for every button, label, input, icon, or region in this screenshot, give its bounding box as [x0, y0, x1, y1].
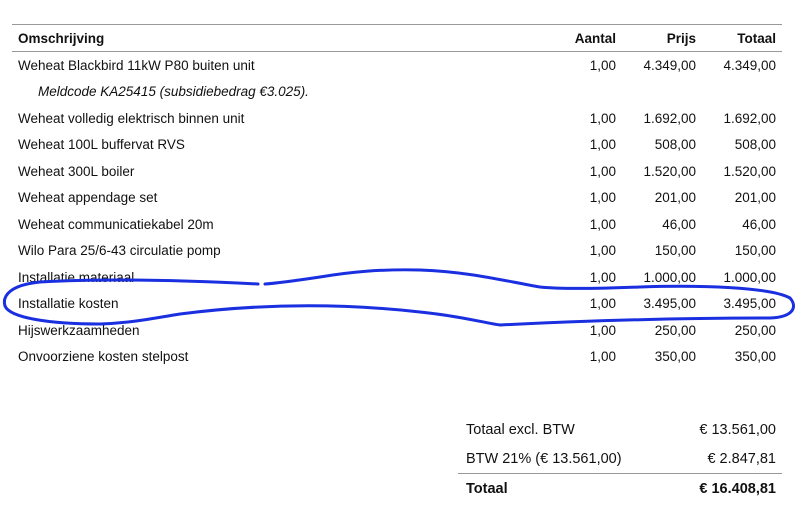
- table-row: Weheat 100L buffervat RVS 1,00 508,00 508,0…: [12, 132, 782, 159]
- grand-total-row: Totaal € 16.408,81: [458, 474, 782, 503]
- item-total: 46,00: [742, 216, 776, 232]
- item-quantity: 1,00: [589, 243, 616, 259]
- item-description: Weheat volledig elektrisch binnen unit: [18, 110, 245, 126]
- totals-summary: Totaal excl. BTW € 13.561,00 BTW 21% (€ …: [458, 415, 782, 503]
- subtotal-value: € 13.561,00: [699, 421, 776, 438]
- item-price: 508,00: [654, 137, 696, 153]
- header-quantity: Aantal: [574, 30, 616, 46]
- table-header-row: Omschrijving Aantal Prijs Totaal: [12, 24, 782, 52]
- item-description: Installatie kosten: [18, 296, 119, 312]
- item-price: 201,00: [654, 190, 696, 206]
- item-price: 1.692,00: [643, 110, 696, 126]
- item-description: Weheat appendage set: [18, 190, 158, 206]
- item-price: 46,00: [662, 216, 696, 232]
- item-description: Installatie materiaal: [18, 269, 135, 285]
- item-description: Wilo Para 25/6-43 circulatie pomp: [18, 243, 221, 259]
- grand-total-label: Totaal: [466, 480, 508, 497]
- item-quantity: 1,00: [589, 163, 616, 179]
- item-description: Hijswerkzaamheden: [18, 322, 140, 338]
- item-total: 350,00: [734, 349, 776, 365]
- vat-value: € 2.847,81: [707, 450, 776, 467]
- item-description: Weheat communicatiekabel 20m: [18, 216, 214, 232]
- item-quantity: 1,00: [589, 322, 616, 338]
- item-price: 1.000,00: [643, 269, 696, 285]
- item-description: Weheat 100L buffervat RVS: [18, 137, 185, 153]
- grand-total-value: € 16.408,81: [699, 480, 776, 497]
- subtotal-row: Totaal excl. BTW € 13.561,00: [458, 415, 782, 444]
- table-row: Hijswerkzaamheden 1,00 250,00 250,00: [12, 317, 782, 344]
- item-quantity: 1,00: [589, 190, 616, 206]
- item-total: 4.349,00: [723, 57, 776, 73]
- table-note-row: Meldcode KA25415 (subsidiebedrag €3.025)…: [12, 79, 782, 106]
- item-total: 150,00: [734, 243, 776, 259]
- item-quantity: 1,00: [589, 57, 616, 73]
- item-quantity: 1,00: [589, 349, 616, 365]
- item-price: 3.495,00: [643, 296, 696, 312]
- table-row: Weheat Blackbird 11kW P80 buiten unit 1,0…: [12, 52, 782, 79]
- item-price: 4.349,00: [643, 57, 696, 73]
- line-items-table: Omschrijving Aantal Prijs Totaal Weheat …: [12, 24, 782, 370]
- table-row: Weheat volledig elektrisch binnen unit 1,…: [12, 105, 782, 132]
- table-row: Wilo Para 25/6-43 circulatie pomp 1,00 150…: [12, 238, 782, 265]
- item-note: Meldcode KA25415 (subsidiebedrag €3.025)…: [38, 84, 309, 100]
- item-quantity: 1,00: [589, 269, 616, 285]
- item-quantity: 1,00: [589, 110, 616, 126]
- item-price: 350,00: [654, 349, 696, 365]
- item-total: 250,00: [734, 322, 776, 338]
- header-description: Omschrijving: [18, 30, 105, 46]
- table-row: Weheat communicatiekabel 20m 1,00 46,00 46,…: [12, 211, 782, 238]
- item-price: 150,00: [654, 243, 696, 259]
- header-total: Totaal: [737, 30, 776, 46]
- vat-label: BTW 21% (€ 13.561,00): [466, 450, 622, 467]
- table-row: Weheat appendage set 1,00 201,00 201,00: [12, 185, 782, 212]
- summary-divider: [458, 473, 782, 474]
- item-description: Weheat Blackbird 11kW P80 buiten unit: [18, 57, 255, 73]
- table-row: Onvoorziene kosten stelpost 1,00 350,00 350…: [12, 344, 782, 371]
- vat-row: BTW 21% (€ 13.561,00) € 2.847,81: [458, 444, 782, 473]
- item-quantity: 1,00: [589, 296, 616, 312]
- item-total: 1.520,00: [723, 163, 776, 179]
- header-price: Prijs: [666, 30, 696, 46]
- item-quantity: 1,00: [589, 216, 616, 232]
- table-row: Installatie kosten 1,00 3.495,00 3.495,00: [12, 291, 782, 318]
- item-price: 250,00: [654, 322, 696, 338]
- item-description: Weheat 300L boiler: [18, 163, 135, 179]
- table-row: Weheat 300L boiler 1,00 1.520,00 1.520,00: [12, 158, 782, 185]
- item-description: Onvoorziene kosten stelpost: [18, 349, 189, 365]
- item-total: 508,00: [734, 137, 776, 153]
- item-price: 1.520,00: [643, 163, 696, 179]
- item-quantity: 1,00: [589, 137, 616, 153]
- item-total: 201,00: [734, 190, 776, 206]
- item-total: 3.495,00: [723, 296, 776, 312]
- table-row: Installatie materiaal 1,00 1.000,00 1.000,0…: [12, 264, 782, 291]
- item-total: 1.692,00: [723, 110, 776, 126]
- item-total: 1.000,00: [723, 269, 776, 285]
- subtotal-label: Totaal excl. BTW: [466, 421, 575, 438]
